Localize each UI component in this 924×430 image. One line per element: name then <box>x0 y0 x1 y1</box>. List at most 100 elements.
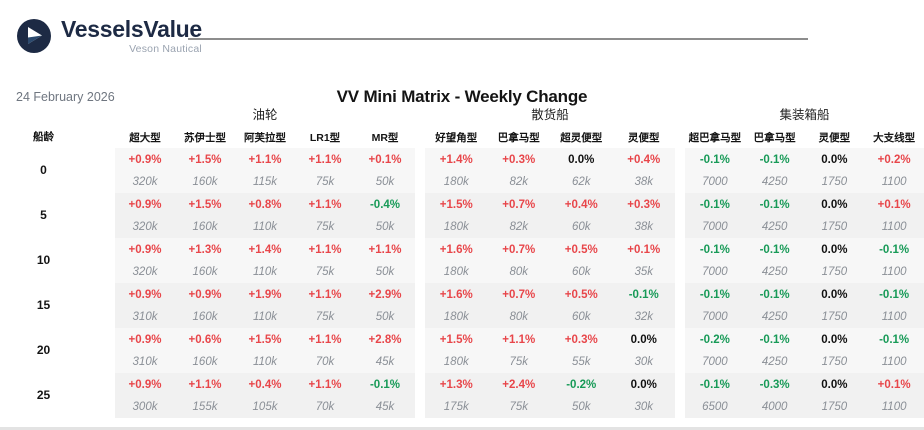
value-cell: 60k <box>571 310 591 323</box>
column-header: 阿芙拉型 <box>244 131 286 144</box>
pct-cell: +0.3% <box>502 153 536 166</box>
pct-line: -0.2% -0.1% 0.0% -0.1% <box>685 329 924 351</box>
column-header: 巴拿马型 <box>497 131 540 144</box>
pct-cell: 0.0% <box>821 153 848 166</box>
pct-cell: -0.1% <box>369 378 401 391</box>
pct-cell: 0.0% <box>821 243 848 256</box>
pct-cell: -0.1% <box>699 243 730 256</box>
value-line: 7000 4250 1750 1100 <box>685 306 924 328</box>
value-cell: 1750 <box>821 310 848 323</box>
data-row: -0.1% -0.1% 0.0% +0.2% 7000 4250 1750 11… <box>685 148 924 193</box>
value-line: 7000 4250 1750 1100 <box>685 216 924 238</box>
value-cell: 50k <box>375 175 395 188</box>
pct-cell: -0.1% <box>879 333 910 346</box>
value-cell: 4250 <box>761 265 788 278</box>
pct-line: +1.4% +0.3% 0.0% +0.4% <box>425 149 675 171</box>
value-cell: 1100 <box>881 310 907 323</box>
value-cell: 7000 <box>702 175 728 188</box>
brand-name: VesselsValue <box>61 16 202 42</box>
value-cell: 160k <box>192 175 218 188</box>
pct-cell: +1.1% <box>308 198 342 211</box>
pct-cell: +0.9% <box>188 288 222 301</box>
pct-cell: +0.9% <box>128 333 162 346</box>
pct-cell: 0.0% <box>630 333 657 346</box>
pct-line: +1.3% +2.4% -0.2% 0.0% <box>425 374 675 396</box>
pct-line: +1.5% +1.1% +0.3% 0.0% <box>425 329 675 351</box>
value-cell: 50k <box>375 310 395 323</box>
column-header: 苏伊士型 <box>184 131 226 144</box>
pct-cell: +1.4% <box>248 243 282 256</box>
vessel-group-tankers: 油轮 超大型 苏伊士型 阿芙拉型 LR1型 MR型 +0.9% +1.5% +1… <box>115 104 415 418</box>
column-header: 超灵便型 <box>560 131 603 144</box>
pct-line: +0.9% +1.5% +0.8% +1.1% -0.4% <box>115 194 415 216</box>
pct-cell: 0.0% <box>821 333 848 346</box>
vessel-group-bulkers: 散货船 好望角型 巴拿马型 超灵便型 灵便型 +1.4% +0.3% 0.0% … <box>425 104 675 418</box>
pct-cell: -0.2% <box>566 378 597 391</box>
data-row: +0.9% +0.6% +1.5% +1.1% +2.8% 310k 160k … <box>115 328 415 373</box>
pct-cell: +1.1% <box>308 333 342 346</box>
value-cell: 50k <box>375 220 395 233</box>
value-cell: 1100 <box>881 400 907 413</box>
data-row: +0.9% +1.5% +1.1% +1.1% +0.1% 320k 160k … <box>115 148 415 193</box>
data-row: -0.1% -0.1% 0.0% -0.1% 7000 4250 1750 11… <box>685 238 924 283</box>
value-cell: 30k <box>634 400 654 413</box>
value-cell: 6500 <box>702 400 728 413</box>
value-cell: 4250 <box>761 220 788 233</box>
pct-line: -0.1% -0.1% 0.0% -0.1% <box>685 284 924 306</box>
pct-cell: +0.7% <box>502 243 536 256</box>
pct-cell: +1.1% <box>248 153 282 166</box>
vesselsvalue-triangle-logo-icon <box>16 18 52 54</box>
report-date: 24 February 2026 <box>16 90 115 104</box>
value-cell: 80k <box>509 265 529 278</box>
value-cell: 7000 <box>702 265 728 278</box>
value-cell: 105k <box>252 400 278 413</box>
pct-cell: -0.1% <box>699 378 730 391</box>
page-title: VV Mini Matrix - Weekly Change <box>336 87 588 106</box>
age-row: 10 <box>0 238 115 283</box>
pct-cell: -0.1% <box>759 153 790 166</box>
value-cell: 50k <box>375 265 395 278</box>
age-row: 0 <box>0 148 115 193</box>
pct-cell: -0.1% <box>699 288 730 301</box>
pct-line: +0.9% +0.9% +1.9% +1.1% +2.9% <box>115 284 415 306</box>
column-header: 灵便型 <box>628 131 660 144</box>
value-cell: 1100 <box>881 175 907 188</box>
value-line: 310k 160k 110k 70k 45k <box>115 351 415 373</box>
pct-cell: +2.4% <box>502 378 536 391</box>
value-cell: 38k <box>634 220 654 233</box>
column-header: LR1型 <box>309 131 341 144</box>
value-cell: 30k <box>634 355 654 368</box>
pct-cell: +2.9% <box>368 288 402 301</box>
vessel-group-containers: 集装箱船 超巴拿马型 巴拿马型 灵便型 大支线型 -0.1% -0.1% 0.0… <box>685 104 924 418</box>
data-row: +1.3% +2.4% -0.2% 0.0% 175k 75k 50k 30k <box>425 373 675 418</box>
pct-cell: +0.8% <box>248 198 282 211</box>
data-row: +0.9% +1.5% +0.8% +1.1% -0.4% 320k 160k … <box>115 193 415 238</box>
value-cell: 1750 <box>821 220 848 233</box>
pct-cell: +0.3% <box>627 198 661 211</box>
pct-cell: +1.1% <box>502 333 536 346</box>
value-line: 180k 80k 60k 32k <box>425 306 675 328</box>
pct-line: -0.1% -0.3% 0.0% +0.1% <box>685 374 924 396</box>
pct-cell: +0.7% <box>502 198 536 211</box>
pct-cell: +1.1% <box>368 243 402 256</box>
value-cell: 1100 <box>881 220 907 233</box>
value-line: 320k 160k 115k 75k 50k <box>115 171 415 193</box>
page-header: VesselsValue Veson Nautical <box>0 0 924 70</box>
pct-cell: -0.1% <box>759 243 790 256</box>
pct-cell: +1.1% <box>308 378 342 391</box>
value-cell: 32k <box>634 310 654 323</box>
pct-cell: -0.2% <box>699 333 730 346</box>
pct-cell: +1.4% <box>439 153 473 166</box>
value-cell: 70k <box>315 400 335 413</box>
pct-cell: +0.1% <box>877 198 911 211</box>
pct-cell: +0.9% <box>128 243 162 256</box>
value-cell: 310k <box>132 310 158 323</box>
pct-cell: +2.8% <box>368 333 402 346</box>
column-headers: 超大型 苏伊士型 阿芙拉型 LR1型 MR型 <box>115 126 415 148</box>
value-cell: 180k <box>443 355 469 368</box>
value-line: 180k 82k 60k 38k <box>425 216 675 238</box>
column-header: 灵便型 <box>818 131 851 144</box>
value-line: 180k 75k 55k 30k <box>425 351 675 373</box>
data-row: -0.1% -0.1% 0.0% -0.1% 7000 4250 1750 11… <box>685 283 924 328</box>
pct-cell: +1.9% <box>248 288 282 301</box>
